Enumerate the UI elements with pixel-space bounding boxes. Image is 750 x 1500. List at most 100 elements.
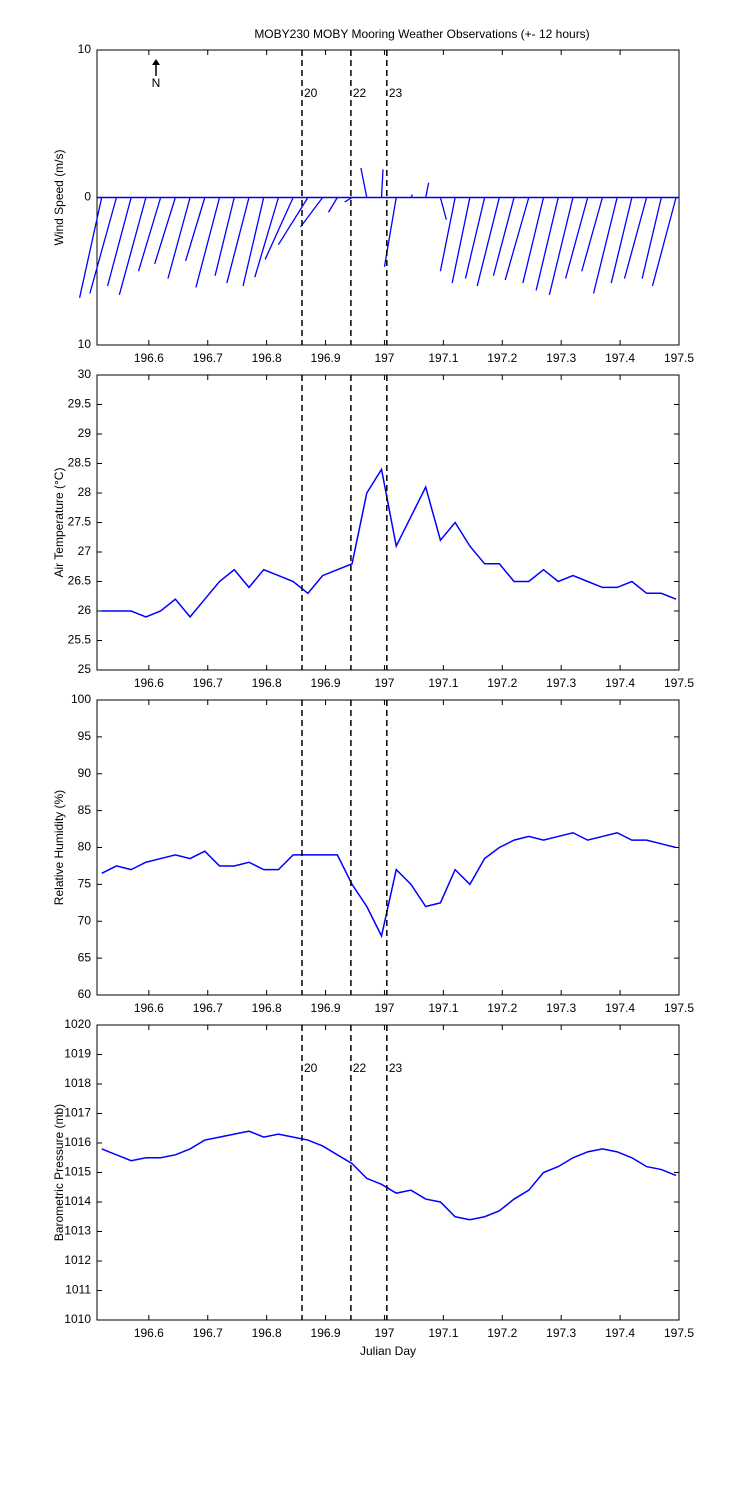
plot-frame: [96, 1024, 680, 1321]
y-tick-label: 1019: [64, 1047, 91, 1061]
y-tick-label: 0: [84, 190, 91, 204]
x-tick-label: 197.5: [664, 1326, 694, 1340]
event-label: 22: [353, 1061, 367, 1075]
x-tick-label: 196.8: [252, 351, 282, 365]
x-tick-label: 197.1: [428, 676, 458, 690]
wind-stick: [410, 194, 414, 198]
y-tick-label: 1010: [64, 1312, 91, 1326]
x-tick-label: 196.7: [193, 676, 223, 690]
north-label: N: [152, 76, 161, 90]
wind-stick: [610, 197, 633, 284]
wind-stick: [651, 197, 677, 287]
plot-frame: [96, 374, 680, 671]
wind-stick: [167, 197, 191, 279]
wind-stick: [380, 169, 384, 198]
figure-title: MOBY230 MOBY Mooring Weather Observation…: [254, 27, 589, 41]
wind-stick: [522, 197, 545, 284]
x-tick-label: 197.1: [428, 351, 458, 365]
x-tick-label: 197.2: [487, 1326, 517, 1340]
x-tick-label: 196.6: [134, 1326, 164, 1340]
data-line: [101, 467, 677, 619]
wind-stick: [439, 197, 447, 220]
y-tick-label: 1016: [64, 1135, 91, 1149]
y-tick-label: 90: [78, 766, 92, 780]
y-tick-label: 1015: [64, 1165, 91, 1179]
wind-stick: [476, 197, 500, 287]
y-tick-label: 28: [78, 485, 92, 499]
x-axis-label: Julian Day: [360, 1344, 416, 1358]
north-arrow-head: [152, 59, 160, 65]
y-tick-label: 1011: [65, 1283, 91, 1297]
x-tick-label: 197: [374, 351, 394, 365]
x-tick-label: 197: [374, 1001, 394, 1015]
y-tick-label: 1012: [64, 1253, 91, 1267]
x-tick-label: 196.7: [193, 1326, 223, 1340]
wind-stick: [106, 197, 132, 287]
y-tick-label: 10: [78, 42, 92, 56]
wind-stick: [89, 197, 118, 294]
x-tick-label: 197: [374, 676, 394, 690]
wind-stick: [464, 197, 486, 279]
wind-stick: [451, 197, 471, 284]
wind-stick: [504, 197, 530, 281]
y-tick-label: 10: [78, 337, 92, 351]
wind-stick: [581, 197, 604, 272]
y-axis-label: Relative Humidity (%): [52, 790, 66, 905]
x-tick-label: 196.7: [193, 1001, 223, 1015]
x-tick-label: 197.4: [605, 1001, 635, 1015]
x-tick-label: 197.1: [428, 1001, 458, 1015]
x-tick-label: 197.3: [546, 351, 576, 365]
x-tick-label: 196.6: [134, 1001, 164, 1015]
wind-stick: [592, 197, 618, 294]
y-tick-label: 26.5: [68, 574, 92, 588]
data-line: [101, 831, 677, 939]
y-tick-label: 1018: [64, 1076, 91, 1090]
y-tick-label: 27: [78, 544, 92, 558]
wind-stick: [214, 197, 235, 276]
y-tick-label: 30: [78, 367, 92, 381]
y-tick-label: 95: [78, 729, 92, 743]
x-tick-label: 197.4: [605, 676, 635, 690]
wind-stick: [254, 197, 280, 278]
x-tick-label: 197.2: [487, 351, 517, 365]
x-tick-label: 196.9: [311, 351, 341, 365]
x-tick-label: 197.2: [487, 1001, 517, 1015]
wind-stick: [137, 197, 162, 272]
wind-stick: [78, 197, 103, 298]
wind-stick: [360, 167, 368, 198]
wind-stick: [492, 197, 515, 276]
wind-stick: [154, 197, 176, 265]
wind-stick: [277, 197, 309, 246]
y-tick-label: 25: [78, 662, 92, 676]
y-tick-label: 26: [78, 603, 92, 617]
y-tick-label: 85: [78, 803, 92, 817]
y-tick-label: 65: [78, 950, 92, 964]
x-tick-label: 196.8: [252, 1326, 282, 1340]
x-tick-label: 197.5: [664, 1001, 694, 1015]
event-label: 20: [304, 1061, 318, 1075]
y-tick-label: 1013: [64, 1224, 91, 1238]
wind-stick: [564, 197, 589, 279]
wind-stick: [226, 197, 250, 284]
wind-stick: [535, 197, 559, 291]
y-tick-label: 70: [78, 913, 92, 927]
y-tick-label: 1014: [64, 1194, 91, 1208]
wind-stick: [425, 182, 430, 198]
y-tick-label: 27.5: [68, 515, 92, 529]
x-tick-label: 197.4: [605, 351, 635, 365]
y-tick-label: 75: [78, 877, 92, 891]
x-tick-label: 197.5: [664, 351, 694, 365]
x-tick-label: 196.9: [311, 1326, 341, 1340]
wind-stick: [548, 197, 574, 296]
wind-stick: [242, 197, 265, 287]
x-tick-label: 196.9: [311, 1001, 341, 1015]
data-line: [101, 1130, 677, 1221]
y-tick-label: 29: [78, 426, 92, 440]
wind-stick: [185, 197, 206, 262]
wind-stick: [623, 197, 648, 279]
wind-stick: [344, 196, 353, 203]
wind-stick: [195, 197, 221, 288]
event-label: 22: [353, 86, 367, 100]
